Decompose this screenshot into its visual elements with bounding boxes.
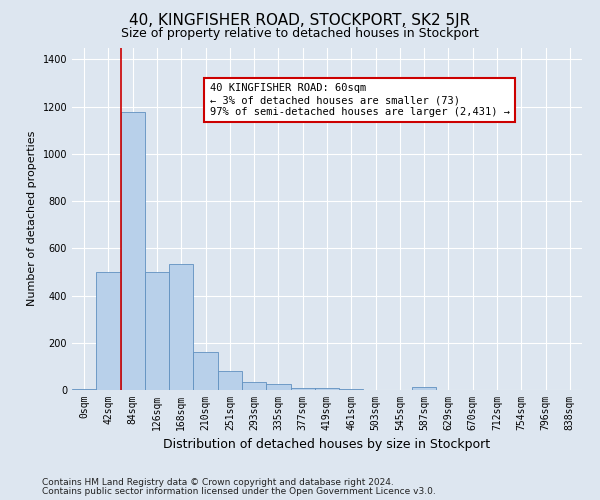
Bar	[72, 389, 96, 390]
Bar	[218, 371, 242, 390]
Bar	[315, 388, 339, 390]
Y-axis label: Number of detached properties: Number of detached properties	[27, 131, 37, 306]
Bar	[412, 387, 436, 390]
Text: Size of property relative to detached houses in Stockport: Size of property relative to detached ho…	[121, 28, 479, 40]
Bar	[121, 112, 145, 390]
Bar	[145, 272, 169, 390]
Text: Contains public sector information licensed under the Open Government Licence v3: Contains public sector information licen…	[42, 486, 436, 496]
Bar	[193, 352, 218, 390]
Text: 40 KINGFISHER ROAD: 60sqm
← 3% of detached houses are smaller (73)
97% of semi-d: 40 KINGFISHER ROAD: 60sqm ← 3% of detach…	[210, 84, 510, 116]
Bar	[242, 382, 266, 390]
Bar	[290, 388, 315, 390]
Text: 40, KINGFISHER ROAD, STOCKPORT, SK2 5JR: 40, KINGFISHER ROAD, STOCKPORT, SK2 5JR	[130, 12, 470, 28]
Text: Contains HM Land Registry data © Crown copyright and database right 2024.: Contains HM Land Registry data © Crown c…	[42, 478, 394, 487]
X-axis label: Distribution of detached houses by size in Stockport: Distribution of detached houses by size …	[163, 438, 491, 452]
Bar	[96, 272, 121, 390]
Bar	[266, 384, 290, 390]
Bar	[169, 264, 193, 390]
